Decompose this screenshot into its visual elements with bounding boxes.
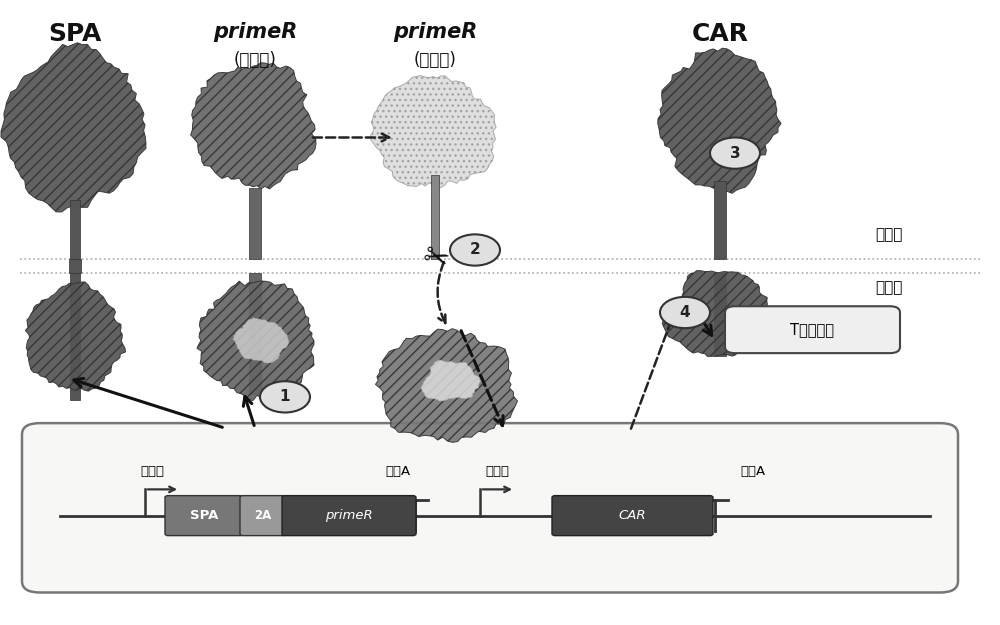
Text: 2A: 2A [254,509,272,522]
Polygon shape [431,175,439,259]
Polygon shape [375,329,517,442]
Text: primeR: primeR [393,22,477,42]
Text: SPA: SPA [190,509,218,522]
FancyBboxPatch shape [725,306,900,353]
Text: CAR: CAR [619,509,646,522]
Text: (触发前): (触发前) [234,51,276,69]
Polygon shape [249,272,261,394]
FancyBboxPatch shape [282,496,416,536]
Circle shape [710,138,760,169]
Text: 组成型: 组成型 [140,465,164,478]
Text: 4: 4 [680,305,690,320]
FancyBboxPatch shape [165,496,243,536]
Polygon shape [1,42,146,212]
Polygon shape [233,318,289,363]
Text: 1: 1 [280,389,290,404]
FancyBboxPatch shape [22,423,958,592]
Polygon shape [25,282,126,391]
Polygon shape [249,188,261,259]
Text: SPA: SPA [48,22,102,46]
Circle shape [450,234,500,266]
FancyBboxPatch shape [552,496,713,536]
Polygon shape [714,181,726,259]
Text: ✂: ✂ [418,241,452,278]
Circle shape [660,297,710,328]
Text: 2: 2 [470,242,480,258]
Polygon shape [421,360,481,401]
Text: CAR: CAR [692,22,748,46]
Polygon shape [371,76,496,189]
Text: (触发后): (触发后) [414,51,456,69]
Polygon shape [191,62,316,189]
Text: primeR: primeR [213,22,297,42]
Circle shape [260,381,310,412]
Text: primeR: primeR [325,509,373,522]
FancyBboxPatch shape [240,496,286,536]
Polygon shape [662,271,769,356]
Text: 诱导型: 诱导型 [485,465,509,478]
Polygon shape [197,281,314,401]
Polygon shape [69,259,81,272]
Text: T细胞激活: T细胞激活 [790,322,834,338]
Text: 3: 3 [730,146,740,161]
Text: 细胞内: 细胞内 [875,280,902,295]
Polygon shape [70,200,80,259]
Polygon shape [70,272,80,400]
Text: 多聚A: 多聚A [740,465,765,478]
Polygon shape [658,48,781,193]
Polygon shape [714,272,726,356]
Text: 细胞外: 细胞外 [875,227,902,242]
Text: 多聚A: 多聚A [385,465,410,478]
